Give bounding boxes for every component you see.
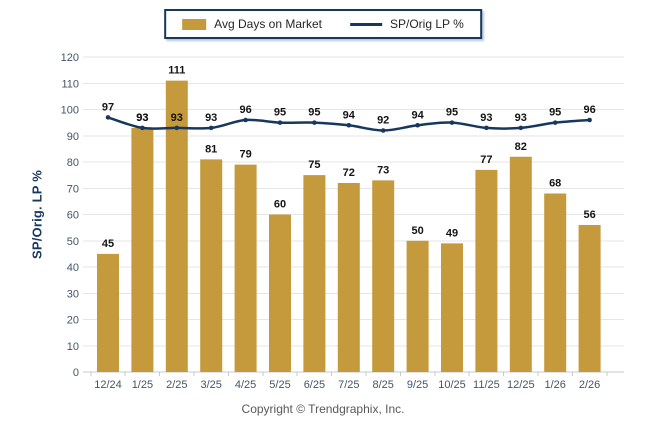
x-tick-label: 7/25 bbox=[338, 379, 359, 391]
y-tick-label: 10 bbox=[67, 341, 79, 353]
line-value-label: 93 bbox=[171, 112, 183, 124]
bar bbox=[97, 253, 119, 372]
copyright-text: Copyright © Trendgraphix, Inc. bbox=[241, 402, 405, 416]
line-value-label: 94 bbox=[343, 109, 356, 121]
line-value-label: 95 bbox=[274, 107, 286, 119]
x-tick-label: 4/25 bbox=[235, 379, 256, 391]
bar bbox=[165, 80, 188, 372]
line-value-label: 96 bbox=[239, 104, 251, 116]
bar-value-label: 79 bbox=[239, 149, 251, 161]
y-tick-label: 120 bbox=[61, 52, 79, 64]
x-tick-label: 12/24 bbox=[94, 379, 122, 391]
line-point-marker bbox=[380, 128, 386, 133]
legend-bar-label: Avg Days on Market bbox=[214, 17, 323, 31]
x-tick-label: 6/25 bbox=[304, 379, 325, 391]
line-value-label: 93 bbox=[205, 112, 217, 124]
x-tick-label: 9/25 bbox=[407, 379, 428, 391]
line-point-marker bbox=[484, 125, 489, 131]
bar bbox=[200, 159, 223, 372]
y-tick-label: 70 bbox=[67, 183, 79, 195]
bar bbox=[269, 214, 291, 372]
bar bbox=[475, 169, 498, 372]
line-point-marker bbox=[174, 125, 180, 131]
y-tick-label: 0 bbox=[73, 367, 79, 379]
legend-line-label: SP/Orig LP % bbox=[390, 17, 464, 31]
bar bbox=[578, 225, 601, 372]
bar bbox=[234, 164, 257, 372]
line-value-label: 93 bbox=[136, 112, 148, 124]
bar-value-label: 111 bbox=[168, 65, 185, 77]
bar bbox=[406, 240, 429, 372]
y-tick-label: 50 bbox=[67, 236, 79, 248]
line-value-label: 94 bbox=[411, 109, 424, 121]
x-tick-label: 3/25 bbox=[200, 379, 221, 391]
bar-value-label: 75 bbox=[308, 159, 320, 171]
bar bbox=[509, 156, 532, 372]
x-tick-label: 10/25 bbox=[438, 379, 466, 391]
line-value-label: 95 bbox=[308, 107, 320, 119]
bar-value-label: 68 bbox=[549, 178, 561, 190]
y-tick-label: 90 bbox=[67, 131, 79, 143]
line-point-marker bbox=[552, 120, 558, 125]
y-tick-label: 30 bbox=[67, 288, 79, 300]
x-tick-label: 8/25 bbox=[372, 379, 393, 391]
line-point-marker bbox=[243, 117, 248, 123]
bar-value-label: 82 bbox=[515, 141, 527, 153]
line-point-marker bbox=[518, 125, 524, 131]
x-tick-label: 2/25 bbox=[166, 379, 187, 391]
bar bbox=[131, 127, 154, 372]
x-tick-label: 2/26 bbox=[579, 379, 600, 391]
bar bbox=[337, 183, 360, 372]
bar-series-swatch bbox=[182, 18, 207, 30]
line-point-marker bbox=[105, 115, 111, 120]
bar bbox=[303, 175, 326, 372]
line-value-label: 97 bbox=[102, 101, 114, 113]
y-tick-label: 80 bbox=[67, 157, 79, 169]
bar-value-label: 50 bbox=[411, 225, 423, 237]
bar-value-label: 73 bbox=[377, 164, 389, 176]
y-tick-label: 60 bbox=[67, 210, 79, 222]
bar bbox=[441, 243, 463, 372]
line-point-marker bbox=[140, 125, 145, 131]
bar-value-label: 45 bbox=[102, 238, 114, 250]
line-value-label: 93 bbox=[480, 112, 492, 124]
bar bbox=[544, 193, 567, 372]
y-tick-label: 20 bbox=[67, 315, 79, 327]
y-tick-label: 100 bbox=[61, 105, 79, 117]
line-point-marker bbox=[587, 117, 592, 123]
bar-value-label: 93 bbox=[136, 112, 148, 124]
x-tick-label: 1/26 bbox=[544, 379, 565, 391]
line-value-label: 95 bbox=[549, 107, 561, 119]
bar bbox=[372, 180, 395, 372]
line-value-label: 95 bbox=[446, 107, 458, 119]
line-point-marker bbox=[208, 125, 214, 131]
line-value-label: 92 bbox=[377, 115, 389, 127]
bar-value-label: 56 bbox=[583, 209, 595, 221]
x-tick-label: 1/25 bbox=[132, 379, 153, 391]
bar-value-label: 49 bbox=[446, 227, 458, 239]
line-point-marker bbox=[415, 122, 420, 128]
line-value-label: 96 bbox=[583, 104, 595, 116]
bar-value-label: 81 bbox=[205, 143, 217, 155]
bar-value-label: 60 bbox=[274, 199, 286, 211]
y-tick-label: 40 bbox=[67, 262, 79, 274]
legend: Avg Days on Market SP/Orig LP % bbox=[164, 9, 482, 39]
line-point-marker bbox=[346, 122, 352, 128]
line-point-marker bbox=[312, 120, 317, 125]
line-point-marker bbox=[449, 120, 455, 125]
bar-value-label: 72 bbox=[343, 167, 355, 179]
y-tick-label: 110 bbox=[61, 78, 79, 90]
x-tick-label: 12/25 bbox=[507, 379, 535, 391]
x-tick-label: 5/25 bbox=[269, 379, 290, 391]
bar-value-label: 77 bbox=[480, 154, 492, 166]
line-value-label: 93 bbox=[515, 112, 527, 124]
x-tick-label: 11/25 bbox=[473, 379, 500, 391]
line-series-swatch bbox=[350, 22, 383, 26]
line-point-marker bbox=[277, 120, 283, 125]
